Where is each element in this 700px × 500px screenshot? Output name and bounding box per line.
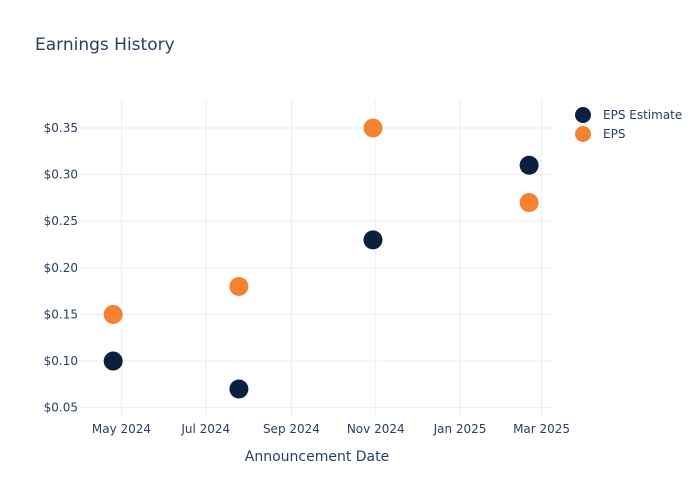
- legend-label: EPS Estimate: [603, 108, 682, 122]
- series-eps-estimate: [103, 155, 539, 399]
- legend[interactable]: EPS Estimate EPS: [575, 107, 682, 142]
- y-tick-label: $0.30: [44, 168, 78, 182]
- x-tick-label: May 2024: [92, 422, 151, 436]
- data-point[interactable]: [229, 276, 249, 296]
- x-tick-label: Jan 2025: [433, 422, 487, 436]
- x-tick-labels: May 2024 Jul 2024 Sep 2024 Nov 2024 Jan 2025…: [92, 422, 570, 436]
- x-tick-label: Sep 2024: [263, 422, 320, 436]
- y-tick-label: $0.15: [44, 307, 78, 321]
- data-points: [103, 118, 539, 399]
- y-tick-label: $0.05: [44, 401, 78, 415]
- x-tick-label: Nov 2024: [347, 422, 405, 436]
- y-tick-labels: $0.05 $0.10 $0.15 $0.20 $0.25 $0.30 $0.35: [44, 121, 78, 415]
- data-point[interactable]: [519, 193, 539, 213]
- data-point[interactable]: [229, 379, 249, 399]
- chart-title: Earnings History: [35, 35, 175, 55]
- x-axis-title: Announcement Date: [245, 449, 389, 465]
- data-point[interactable]: [103, 351, 123, 371]
- data-point[interactable]: [519, 155, 539, 175]
- y-tick-label: $0.35: [44, 121, 78, 135]
- x-tick-label: Jul 2024: [180, 422, 230, 436]
- grid: [80, 100, 554, 417]
- legend-label: EPS: [603, 127, 625, 141]
- data-point[interactable]: [103, 304, 123, 324]
- data-point[interactable]: [363, 230, 383, 250]
- x-tick-label: Mar 2025: [513, 422, 570, 436]
- y-tick-label: $0.25: [44, 214, 78, 228]
- legend-item[interactable]: EPS: [575, 126, 625, 142]
- y-tick-label: $0.10: [44, 354, 78, 368]
- legend-marker: [575, 107, 591, 123]
- y-tick-label: $0.20: [44, 261, 78, 275]
- data-point[interactable]: [363, 118, 383, 138]
- series-eps: [103, 118, 539, 324]
- legend-item[interactable]: EPS Estimate: [575, 107, 682, 123]
- legend-marker: [575, 126, 591, 142]
